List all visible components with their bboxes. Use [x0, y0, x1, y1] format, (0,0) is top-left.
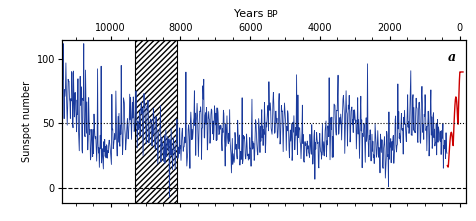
Text: Years: Years: [234, 9, 267, 19]
Y-axis label: Sunspot number: Sunspot number: [22, 81, 32, 162]
Bar: [135, 40, 177, 203]
Text: BP: BP: [267, 10, 278, 19]
Text: a: a: [448, 51, 456, 64]
